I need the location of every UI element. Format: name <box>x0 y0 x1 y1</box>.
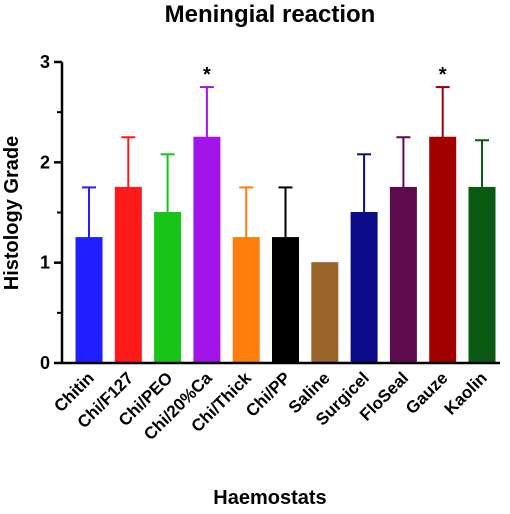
x-tick-label: Chi/PP <box>242 368 294 420</box>
x-tick-label: Gauze <box>402 368 452 418</box>
bar-surgicel <box>350 212 378 364</box>
bar-chi-peo <box>154 212 182 364</box>
bar-chi-20-ca <box>193 136 221 364</box>
bar-chi-f127 <box>114 186 142 364</box>
bar-chi-pp <box>272 237 299 364</box>
bar-chi-thick <box>232 237 260 364</box>
y-tick-label: 3 <box>40 52 50 72</box>
y-tick-label: 0 <box>40 353 50 373</box>
y-tick-label: 1 <box>40 253 50 273</box>
bar-saline <box>311 262 339 364</box>
x-tick-label: Kaolin <box>441 368 491 418</box>
chart-title: Meningial reaction <box>165 1 376 28</box>
bar-gauze <box>429 136 457 364</box>
significance-marker: * <box>203 64 211 86</box>
bar-chitin <box>75 237 103 364</box>
bar-floseal <box>389 186 417 364</box>
bar-kaolin <box>468 186 496 364</box>
significance-marker: * <box>439 64 447 86</box>
x-axis-label: Haemostats <box>213 487 326 509</box>
y-tick-label: 2 <box>40 152 50 172</box>
y-axis-label: Histology Grade <box>1 136 23 290</box>
